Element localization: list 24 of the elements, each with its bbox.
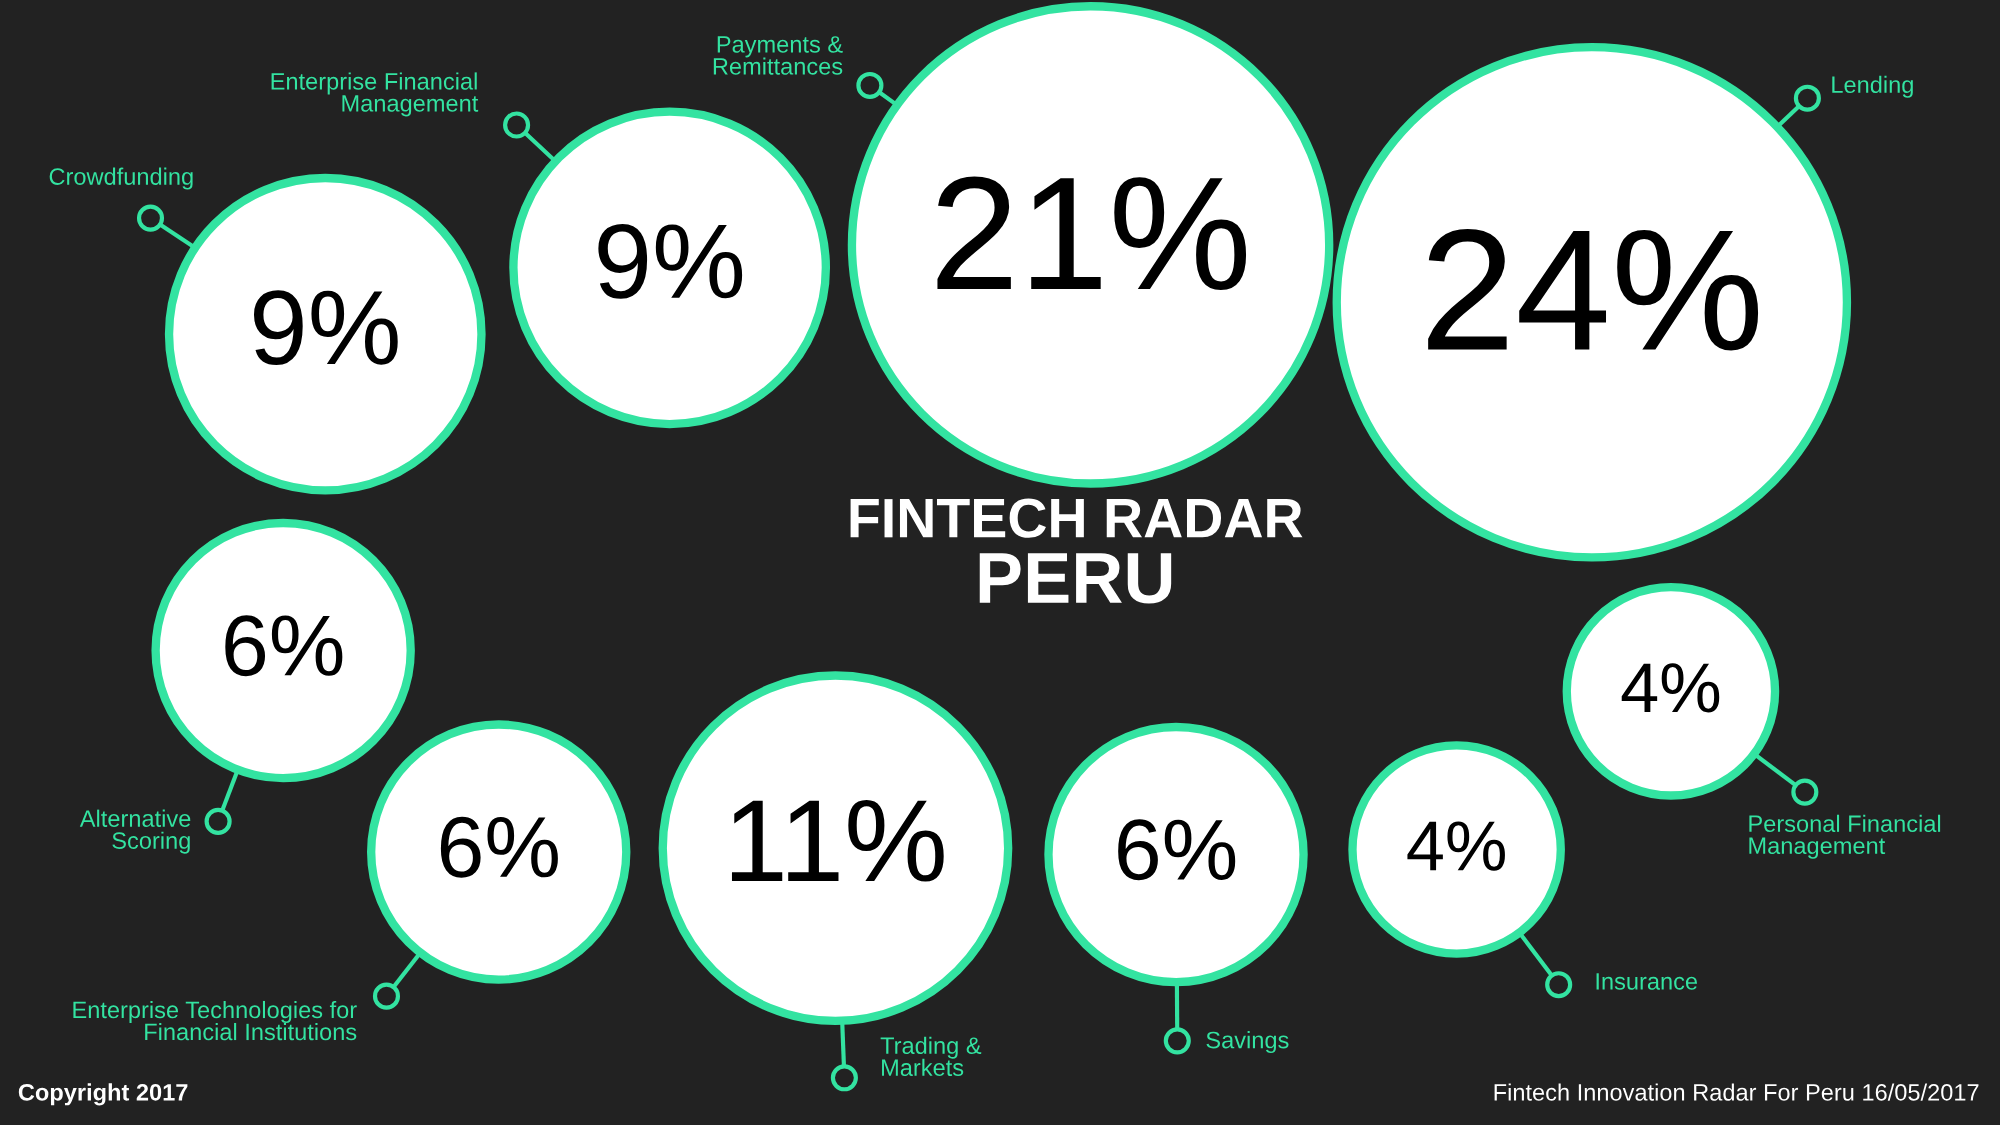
data-label: 6% <box>1118 819 1236 881</box>
category-label: Enterprise Financial Management <box>271 72 479 117</box>
category-label: Insurance <box>1596 973 1698 990</box>
data-label: 11% <box>731 800 944 882</box>
text: Copyright 2017 <box>18 1083 188 1106</box>
category-label: Alternative Scoring <box>79 809 191 854</box>
data-label: 24% <box>1428 229 1759 351</box>
data-label: 6% <box>440 816 558 878</box>
data-label: 21% <box>937 176 1247 291</box>
category-label: Personal Financial Management <box>1749 814 1941 859</box>
data-label: 4% <box>1621 663 1720 713</box>
data-label: 9% <box>253 290 398 366</box>
category-label: Trading & Markets <box>880 1036 982 1077</box>
data-label: 9% <box>598 224 743 299</box>
category-label: Savings <box>1206 1031 1289 1054</box>
category-label: Lending <box>1832 75 1913 98</box>
text: PERU <box>979 553 1172 604</box>
data-label: 4% <box>1407 821 1505 871</box>
category-label: Crowdfunding <box>49 167 193 190</box>
data-label: 6% <box>225 615 343 677</box>
category-label: Enterprise Technologies for Financial Institutions <box>73 1000 357 1041</box>
text: Fintech Innovation Radar For Peru 16/05/2017 <box>1494 1083 1979 1101</box>
category-label: Payments & Remittances <box>713 36 843 75</box>
text: FINTECH RADAR <box>850 498 1303 538</box>
